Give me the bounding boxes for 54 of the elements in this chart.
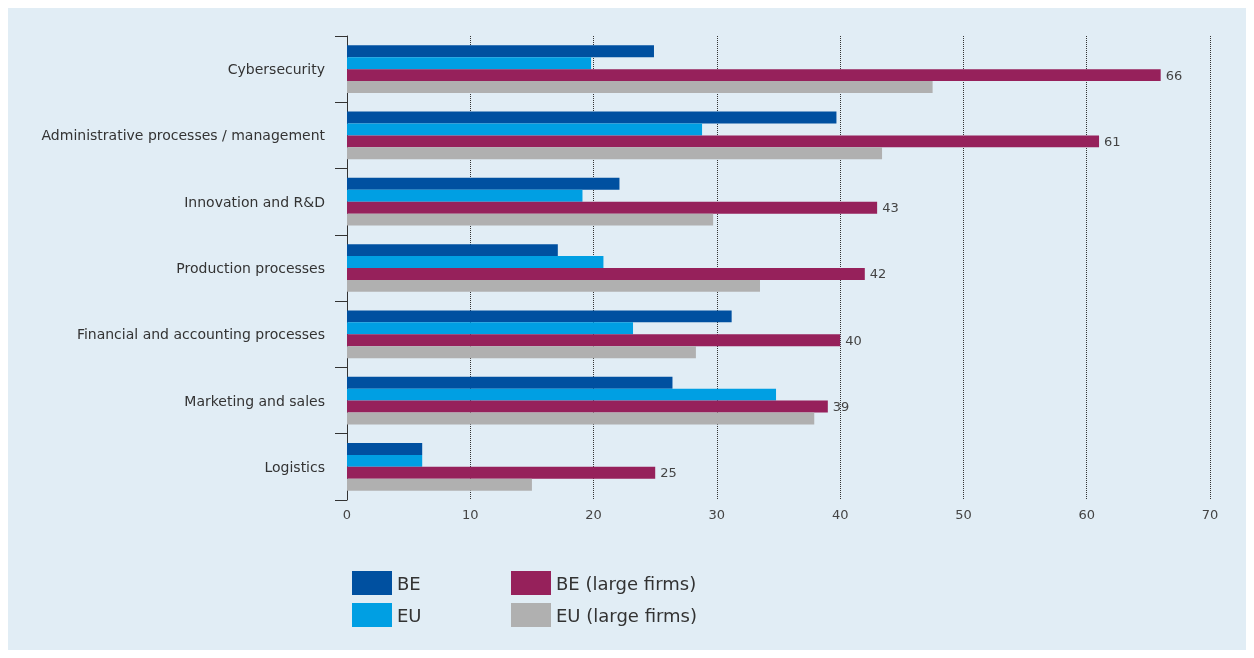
bar bbox=[347, 412, 815, 425]
bar bbox=[347, 279, 761, 292]
y-tick-label: Innovation and R&D bbox=[184, 193, 325, 210]
y-tick-label: Production processes bbox=[176, 260, 325, 276]
x-tick-label: 40 bbox=[831, 507, 849, 522]
legend-label: BE bbox=[397, 572, 421, 594]
bar bbox=[347, 322, 634, 335]
x-tick-label: 20 bbox=[585, 507, 602, 522]
y-tick-label: Financial and accounting processes bbox=[76, 326, 325, 343]
data-label: 43 bbox=[882, 200, 899, 216]
y-tick-label: Administrative processes / management bbox=[41, 127, 326, 144]
bar bbox=[347, 135, 1100, 148]
bar bbox=[347, 376, 673, 389]
x-tick-label: 60 bbox=[1078, 507, 1095, 522]
data-label: 42 bbox=[869, 266, 887, 282]
bar bbox=[347, 123, 703, 136]
data-label: 40 bbox=[845, 332, 862, 348]
bar bbox=[347, 57, 592, 70]
bar bbox=[347, 334, 841, 347]
legend-label: EU bbox=[397, 604, 422, 626]
bar bbox=[347, 244, 558, 257]
data-label: 61 bbox=[1104, 133, 1121, 149]
bar bbox=[347, 466, 656, 479]
bar bbox=[347, 388, 777, 401]
bar bbox=[347, 256, 604, 268]
x-tick-label: 70 bbox=[1201, 507, 1219, 522]
data-label: 66 bbox=[1165, 67, 1183, 83]
data-label: 25 bbox=[660, 465, 677, 481]
y-tick-label: Logistics bbox=[264, 458, 325, 475]
bar bbox=[347, 310, 732, 323]
bar bbox=[347, 268, 865, 280]
bar bbox=[347, 189, 583, 202]
bar bbox=[347, 442, 423, 455]
bar bbox=[347, 478, 532, 491]
bar bbox=[347, 111, 837, 124]
bar bbox=[347, 213, 714, 226]
bar bbox=[347, 346, 696, 359]
bar bbox=[347, 177, 620, 190]
legend-label: EU (large firms) bbox=[556, 604, 697, 626]
y-tick-label: Marketing and sales bbox=[184, 392, 325, 409]
bar bbox=[347, 400, 828, 413]
x-tick-label: 0 bbox=[342, 507, 352, 522]
x-tick-label: 50 bbox=[955, 507, 972, 522]
x-tick-label: 30 bbox=[708, 507, 726, 522]
bar bbox=[347, 454, 423, 467]
y-tick-label: Cybersecurity bbox=[227, 61, 325, 78]
bar bbox=[347, 45, 654, 58]
legend-label: BE (large firms) bbox=[556, 572, 697, 594]
x-tick-label: 10 bbox=[462, 507, 479, 522]
bar bbox=[347, 69, 1161, 82]
bar bbox=[347, 81, 933, 94]
bar bbox=[347, 147, 883, 160]
data-label: 39 bbox=[832, 399, 850, 415]
bar bbox=[347, 201, 878, 214]
